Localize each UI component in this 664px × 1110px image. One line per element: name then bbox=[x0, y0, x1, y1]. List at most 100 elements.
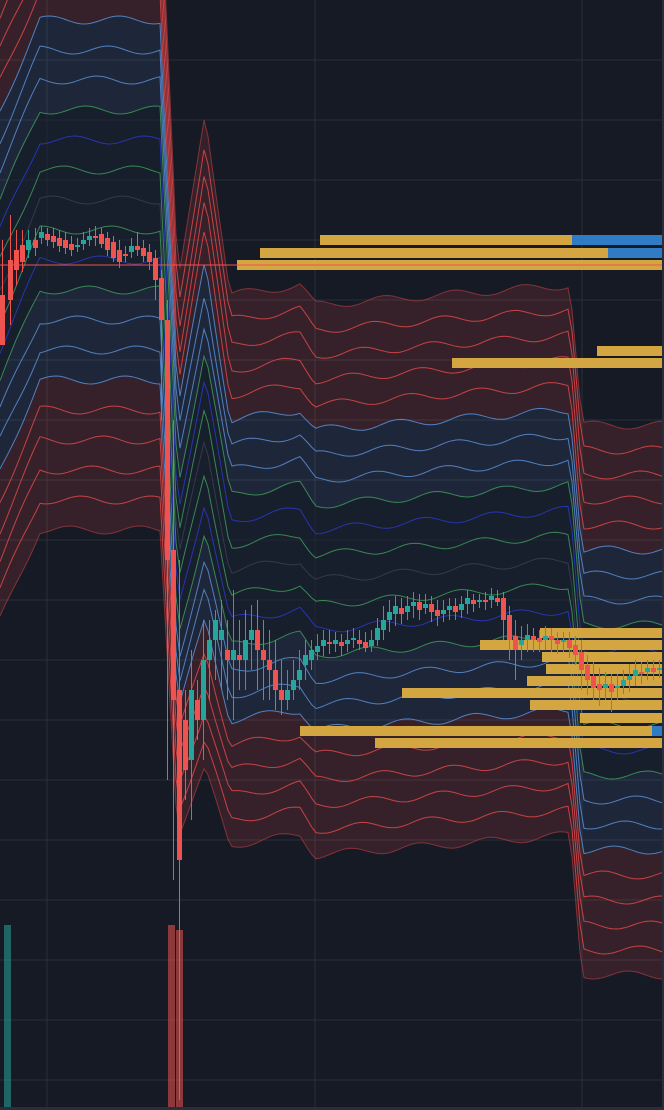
candle-body-15 bbox=[93, 236, 98, 238]
candle-body-39 bbox=[237, 655, 242, 660]
candle-body-82 bbox=[495, 598, 500, 602]
candle-body-29 bbox=[177, 690, 182, 860]
candle-body-96 bbox=[579, 652, 584, 670]
candle-body-20 bbox=[123, 254, 128, 256]
candle-body-83 bbox=[501, 598, 506, 620]
candle-body-12 bbox=[75, 245, 80, 247]
candle-body-38 bbox=[231, 650, 236, 660]
candle-body-64 bbox=[387, 612, 392, 620]
candle-body-98 bbox=[591, 676, 596, 688]
candle-body-78 bbox=[471, 600, 476, 604]
profile-row-13 bbox=[300, 726, 664, 736]
candle-body-92 bbox=[555, 640, 560, 644]
bottom-scale-border bbox=[0, 1107, 664, 1110]
band-line-m2 bbox=[0, 135, 664, 655]
candle-body-104 bbox=[627, 676, 632, 680]
profile-row-7 bbox=[542, 652, 664, 662]
profile-row-accent-1 bbox=[608, 248, 664, 258]
candle-body-76 bbox=[459, 604, 464, 610]
candle-body-54 bbox=[327, 642, 332, 644]
candle-body-44 bbox=[267, 660, 272, 670]
candle-body-6 bbox=[39, 232, 44, 238]
candle-body-17 bbox=[105, 238, 110, 250]
band-line-m4 bbox=[0, 75, 664, 605]
band-line-p2 bbox=[0, 255, 664, 755]
candle-body-14 bbox=[87, 236, 92, 240]
candle-body-63 bbox=[381, 620, 386, 630]
band-fill-upper-red bbox=[0, 0, 664, 554]
candlestick-series bbox=[0, 215, 662, 1100]
candle-body-57 bbox=[345, 640, 350, 644]
candle-body-48 bbox=[291, 680, 296, 690]
candle-body-34 bbox=[207, 640, 212, 660]
candle-body-36 bbox=[219, 630, 224, 640]
candle-body-40 bbox=[243, 640, 248, 660]
candle-body-59 bbox=[357, 640, 362, 644]
candle-body-66 bbox=[399, 608, 404, 614]
candle-body-46 bbox=[279, 690, 284, 700]
candle-body-31 bbox=[189, 690, 194, 760]
candle-body-68 bbox=[411, 602, 416, 606]
candle-body-33 bbox=[201, 660, 206, 720]
candle-body-69 bbox=[417, 602, 422, 610]
candle-body-93 bbox=[561, 640, 566, 642]
candle-body-94 bbox=[567, 640, 572, 648]
candle-body-81 bbox=[489, 596, 494, 600]
candle-body-84 bbox=[507, 615, 512, 640]
candle-body-101 bbox=[609, 684, 614, 692]
candle-body-61 bbox=[369, 640, 374, 646]
candle-body-27 bbox=[165, 320, 170, 560]
candle-body-8 bbox=[51, 236, 56, 242]
candle-body-97 bbox=[585, 665, 590, 680]
candle-body-62 bbox=[375, 628, 380, 640]
band-line-m6 bbox=[0, 15, 664, 555]
profile-row-accent-13 bbox=[652, 726, 664, 736]
candle-body-32 bbox=[195, 700, 200, 720]
candle-body-0 bbox=[0, 295, 5, 345]
candle-body-107 bbox=[645, 668, 650, 672]
candle-body-85 bbox=[513, 636, 518, 650]
volume-bar-0 bbox=[4, 925, 11, 1110]
profile-row-1 bbox=[260, 248, 664, 258]
candle-body-106 bbox=[639, 672, 644, 674]
band-line-p0 bbox=[0, 195, 664, 705]
candle-body-41 bbox=[249, 630, 254, 640]
candle-body-51 bbox=[309, 650, 314, 660]
candle-body-23 bbox=[141, 248, 146, 256]
candle-body-19 bbox=[117, 250, 122, 262]
candle-body-10 bbox=[63, 240, 68, 248]
candle-body-9 bbox=[57, 238, 62, 246]
candle-body-52 bbox=[315, 646, 320, 652]
candle-body-16 bbox=[99, 234, 104, 244]
band-line-p1 bbox=[0, 225, 664, 730]
candle-body-24 bbox=[147, 252, 152, 262]
candle-body-18 bbox=[111, 242, 116, 258]
band-line-m11 bbox=[165, 0, 664, 430]
candle-body-60 bbox=[363, 642, 368, 648]
candle-body-37 bbox=[225, 650, 230, 660]
candle-body-102 bbox=[615, 686, 620, 688]
candle-body-79 bbox=[477, 600, 482, 602]
candle-body-109 bbox=[657, 668, 662, 670]
profile-row-3 bbox=[597, 346, 664, 356]
profile-row-accent-0 bbox=[572, 235, 664, 245]
candle-body-88 bbox=[531, 636, 536, 640]
candle-body-5 bbox=[33, 240, 38, 248]
profile-row-4 bbox=[452, 358, 664, 368]
candle-body-80 bbox=[483, 600, 488, 602]
candle-body-100 bbox=[603, 684, 608, 688]
band-line-m5 bbox=[0, 45, 664, 580]
candle-body-56 bbox=[339, 642, 344, 646]
candle-body-105 bbox=[633, 670, 638, 676]
candle-body-89 bbox=[537, 638, 542, 642]
candle-body-103 bbox=[621, 680, 626, 686]
candle-body-3 bbox=[20, 245, 25, 262]
candle-body-55 bbox=[333, 640, 338, 644]
candle-body-47 bbox=[285, 690, 290, 700]
candle-body-77 bbox=[465, 598, 470, 604]
candle-body-72 bbox=[435, 610, 440, 616]
profile-row-11 bbox=[530, 700, 664, 710]
